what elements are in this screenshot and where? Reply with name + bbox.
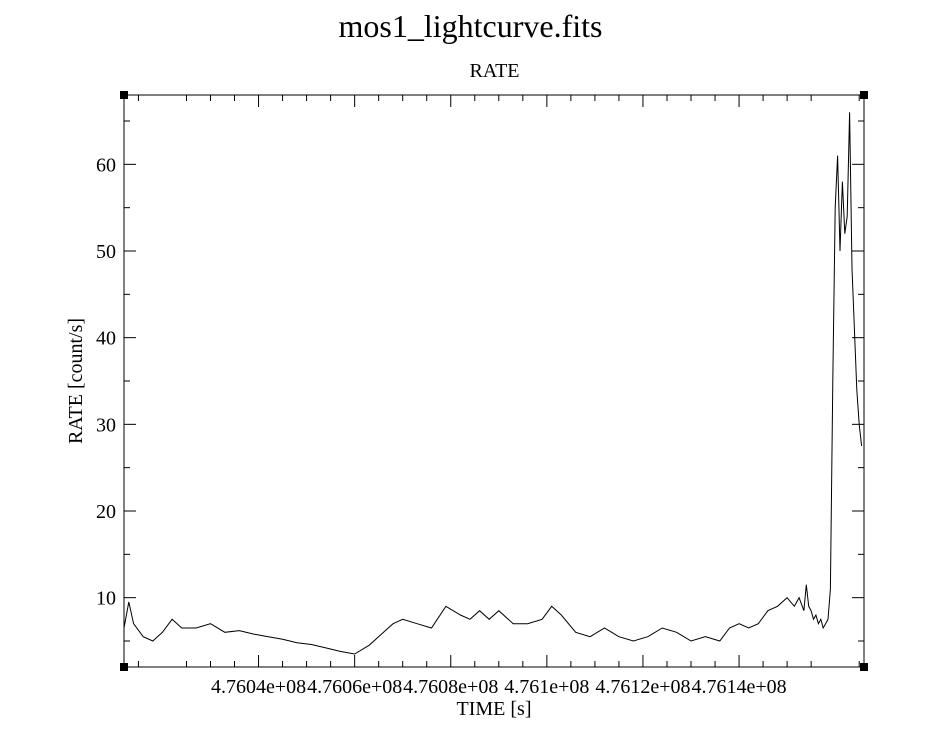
- x-tick-label: 4.7604e+08: [211, 676, 306, 698]
- x-axis-title: TIME [s]: [457, 698, 532, 720]
- corner-handle: [120, 663, 128, 671]
- chart-title: mos1_lightcurve.fits: [338, 8, 603, 44]
- y-tick-label: 40: [96, 328, 116, 350]
- x-tick-label: 4.7612e+08: [595, 676, 690, 698]
- y-tick-label: 10: [96, 588, 116, 610]
- y-tick-labels: 10 20 30 40 50 60: [96, 154, 116, 609]
- axis-ticks: [124, 95, 864, 667]
- corner-handles: [120, 91, 868, 671]
- x-tick-label: 4.7606e+08: [307, 676, 402, 698]
- y-axis-title: RATE [count/s]: [65, 318, 87, 444]
- corner-handle: [860, 663, 868, 671]
- x-tick-label: 4.761e+08: [504, 676, 589, 698]
- corner-handle: [120, 91, 128, 99]
- series-line: [123, 112, 863, 655]
- x-tick-label: 4.7614e+08: [691, 676, 786, 698]
- y-tick-label: 50: [96, 241, 116, 263]
- y-tick-label: 60: [96, 154, 116, 176]
- corner-handle: [860, 91, 868, 99]
- x-tick-label: 4.7608e+08: [403, 676, 498, 698]
- y-tick-label: 30: [96, 414, 116, 436]
- chart-subtitle: RATE: [469, 60, 520, 82]
- x-tick-labels: 4.7604e+08 4.7606e+08 4.7608e+08 4.761e+08 4…: [211, 676, 787, 698]
- y-tick-label: 20: [96, 501, 116, 523]
- plot-frame: [123, 94, 865, 668]
